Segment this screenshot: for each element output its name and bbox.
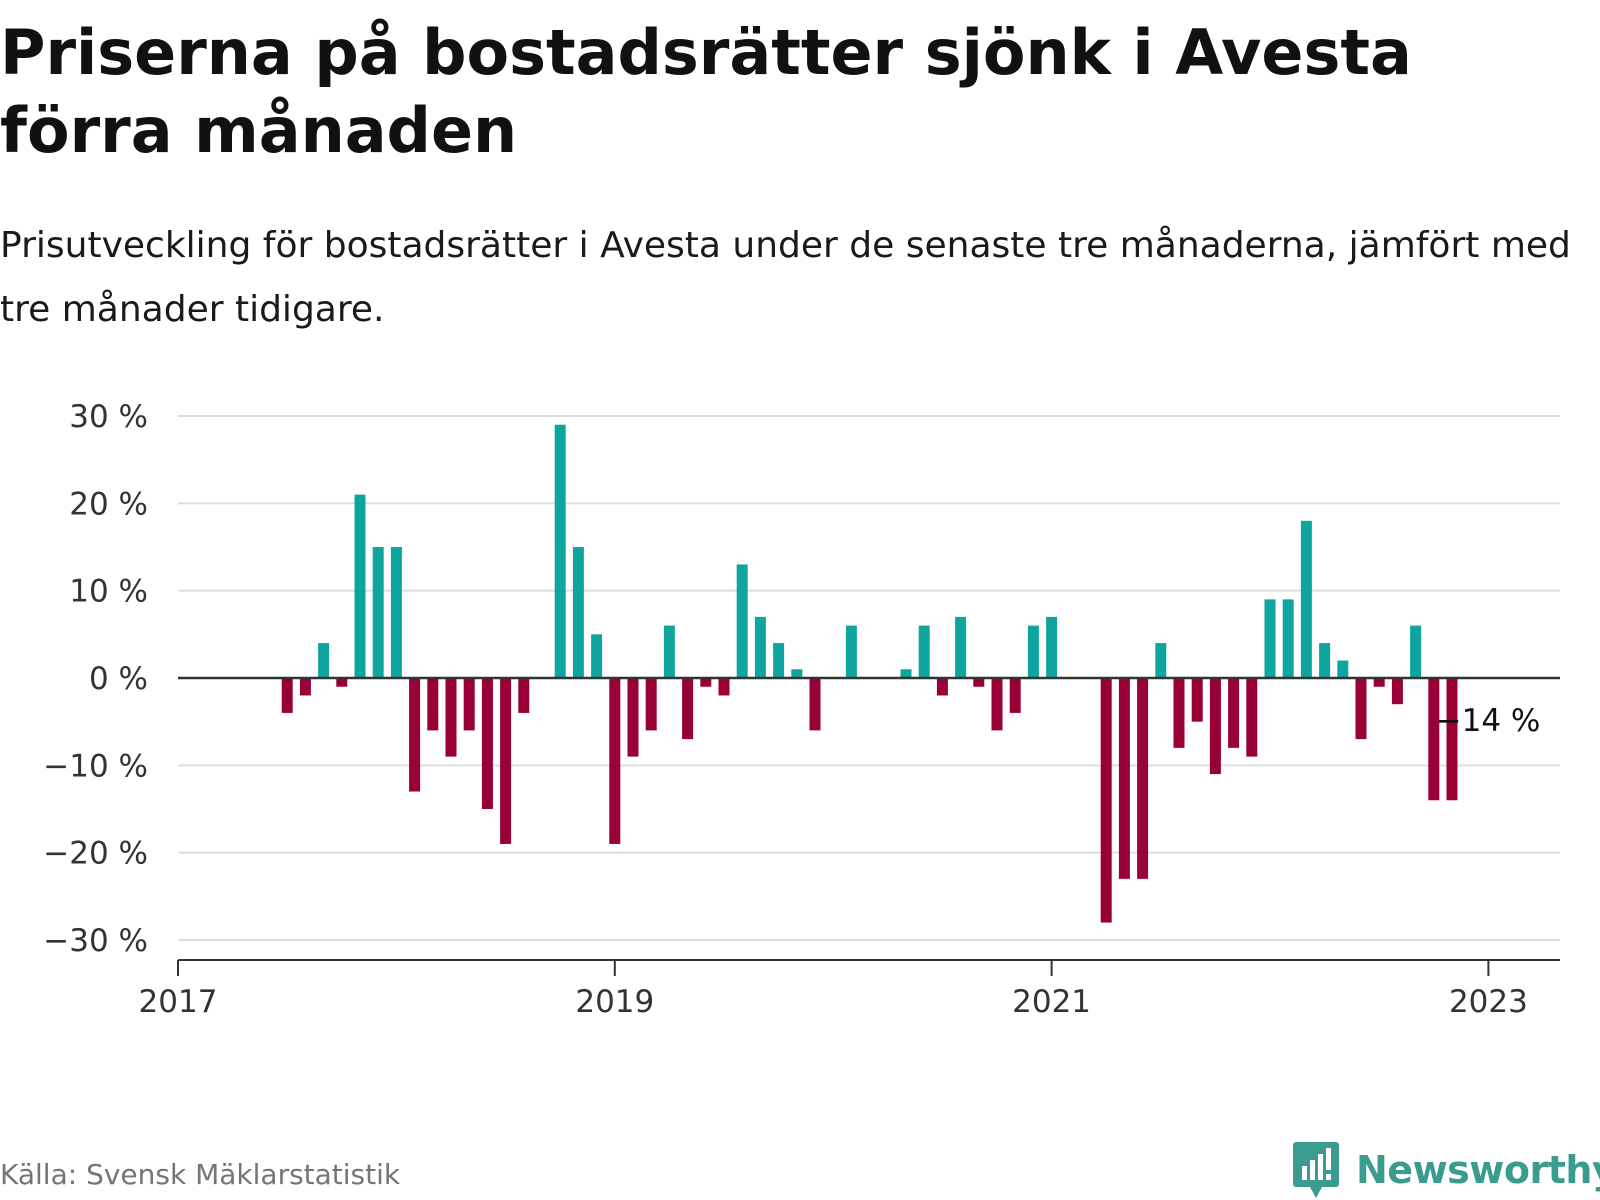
bar (1191, 678, 1203, 722)
bar (336, 678, 348, 687)
bar (1228, 678, 1240, 748)
bar (1428, 678, 1440, 801)
bar (645, 678, 657, 731)
x-tick-label: 2019 (575, 984, 654, 1020)
y-tick-label: −10 % (43, 748, 148, 784)
bar (991, 678, 1003, 731)
bar (754, 616, 766, 678)
bar (299, 678, 311, 696)
bar (1282, 599, 1294, 678)
bar (554, 424, 566, 678)
bar (1209, 678, 1221, 775)
bars (281, 424, 1458, 923)
y-axis-labels: 30 % 20 % 10 % 0 % −10 % −20 % −30 % (43, 399, 148, 959)
bar (409, 678, 421, 792)
bar (1173, 678, 1185, 748)
bar (572, 547, 584, 678)
source-note: Källa: Svensk Mäklarstatistik (0, 1158, 401, 1191)
brand-logo: Newsworthy (1292, 1140, 1600, 1200)
bar (718, 678, 730, 696)
bar (1046, 616, 1058, 678)
bar (900, 669, 912, 678)
bar (609, 678, 621, 844)
bar (682, 678, 694, 740)
x-axis: 2017 2019 2021 2023 (139, 959, 1560, 1020)
bar (1246, 678, 1258, 757)
y-tick-label: 30 % (69, 399, 148, 435)
bar (372, 547, 384, 678)
x-tick-label: 2023 (1449, 984, 1528, 1020)
bar (773, 643, 785, 678)
bar (445, 678, 457, 757)
bar (973, 678, 985, 687)
bar (354, 494, 366, 678)
bar (1100, 678, 1112, 923)
y-tick-label: 0 % (89, 661, 148, 697)
x-tick-label: 2021 (1012, 984, 1091, 1020)
bar (427, 678, 439, 731)
bar (1264, 599, 1276, 678)
bar (936, 678, 948, 696)
bar (736, 564, 748, 678)
bar (700, 678, 712, 687)
y-tick-label: −20 % (43, 836, 148, 872)
bar (463, 678, 475, 731)
bar (1319, 643, 1331, 678)
bar (791, 669, 803, 678)
bar (500, 678, 512, 844)
bar-chart: 30 %20 %10 %0 %−10 %−20 %−30 % 2017 2019 2… (43, 399, 1560, 1020)
bar (591, 634, 603, 678)
bar (318, 643, 330, 678)
bar (1300, 520, 1312, 678)
bar (518, 678, 530, 713)
bar (1410, 625, 1422, 678)
y-tick-label: −30 % (43, 923, 148, 959)
brand-name: Newsworthy (1356, 1148, 1600, 1192)
bar (390, 547, 402, 678)
bar (809, 678, 821, 731)
y-tick-label: 10 % (69, 574, 148, 610)
bar (1337, 660, 1349, 678)
bar (1137, 678, 1149, 879)
bar (1446, 678, 1458, 801)
annotations: −14 % (1436, 703, 1541, 739)
x-tick-label: 2017 (139, 984, 218, 1020)
bar (481, 678, 493, 809)
chart-title: Priserna på bostadsrätter sjönk i Avesta… (0, 16, 1412, 167)
bar (281, 678, 293, 713)
bar (627, 678, 639, 757)
bar (663, 625, 675, 678)
bar (845, 625, 857, 678)
bar (918, 625, 930, 678)
bar (1355, 678, 1367, 740)
bar (1155, 643, 1167, 678)
newsworthy-logo-icon (1293, 1142, 1339, 1198)
bar (1009, 678, 1021, 713)
bar (1118, 678, 1130, 879)
bar (1373, 678, 1385, 687)
bar (1391, 678, 1403, 705)
bar (955, 616, 967, 678)
annotation-label: −14 % (1436, 703, 1541, 739)
y-tick-label: 20 % (69, 486, 148, 522)
chart-subtitle: Prisutveckling för bostadsrätter i Avest… (0, 225, 1571, 330)
bar (1027, 625, 1039, 678)
